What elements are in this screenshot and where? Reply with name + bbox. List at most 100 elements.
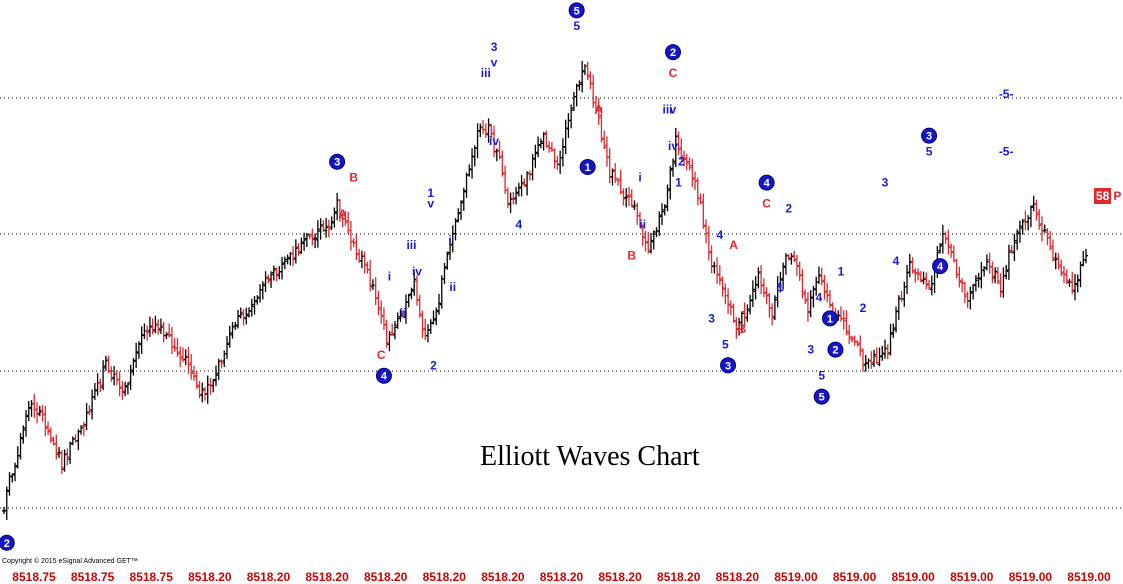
price-bar (134, 342, 139, 369)
price-bar (467, 164, 472, 177)
price-bar (277, 266, 282, 280)
price-bar (775, 276, 780, 308)
price-bar (453, 218, 458, 241)
price-bar (858, 335, 863, 357)
price-bar (927, 279, 932, 290)
x-tick-label: 8518.20 (247, 570, 291, 584)
price-bar (976, 272, 981, 288)
wave-circle-text: 2 (670, 47, 676, 59)
x-tick-label: 8519.00 (774, 570, 818, 584)
price-bar (101, 360, 106, 391)
price-bar (753, 276, 758, 300)
wave-label: iii (406, 238, 416, 252)
price-bar (147, 316, 152, 337)
price-bar (98, 378, 103, 393)
price-bar (560, 138, 565, 167)
price-bar (748, 294, 753, 315)
price-bar (13, 462, 18, 482)
wave-label: v (491, 56, 498, 70)
price-bar (167, 323, 172, 338)
price-bar (668, 165, 673, 200)
price-bar (637, 211, 642, 228)
price-bar (538, 138, 543, 149)
price-bar (957, 266, 962, 288)
price-bar (172, 337, 177, 352)
price-bar (995, 266, 1000, 285)
price-bar (401, 310, 406, 319)
price-bar (180, 347, 185, 363)
wave-label: 3 (708, 311, 715, 325)
price-bar (902, 281, 907, 307)
price-bar (414, 275, 419, 306)
price-bar (544, 130, 549, 148)
x-tick-label: 8518.20 (598, 570, 642, 584)
price-bar (547, 141, 552, 153)
wave-label: 4 (893, 254, 900, 268)
wave-circle-text: 2 (4, 538, 10, 550)
price-bar (613, 163, 618, 184)
price-bar (643, 230, 648, 252)
price-bar (726, 288, 731, 314)
price-bar (409, 287, 414, 300)
price-bar (233, 321, 238, 330)
price-bar (131, 357, 136, 376)
price-bar (910, 257, 915, 274)
price-bar (571, 91, 576, 111)
price-bar (838, 306, 843, 322)
price-bar (946, 229, 951, 255)
price-bar (712, 261, 717, 274)
price-bar (816, 266, 821, 285)
price-bar (103, 355, 108, 371)
price-bar (888, 323, 893, 356)
price-bar (863, 354, 868, 372)
price-bar (660, 203, 665, 225)
wave-label: 2 (430, 358, 437, 372)
price-bar (984, 254, 989, 271)
wave-label: 1 (427, 186, 434, 200)
price-bar (924, 272, 929, 290)
x-tick-label: 8519.00 (891, 570, 935, 584)
x-tick-label: 8518.20 (540, 570, 584, 584)
price-bar (464, 172, 469, 198)
price-bar (291, 246, 296, 267)
price-bar (1072, 274, 1077, 301)
wave-label: 4 (516, 217, 523, 231)
wave-label: ii (449, 280, 456, 294)
price-bar (310, 228, 315, 246)
price-bar (1020, 218, 1025, 235)
price-bar (580, 61, 585, 93)
price-bar (302, 232, 307, 251)
price-bar (569, 104, 574, 129)
wave-label: C (762, 196, 771, 210)
wave-label: 5 (818, 369, 825, 383)
price-bar (709, 245, 714, 274)
x-tick-label: 8518.20 (657, 570, 701, 584)
price-bar (315, 220, 320, 248)
price-bar (354, 234, 359, 261)
x-tick-label: 8519.00 (833, 570, 877, 584)
price-bar (456, 208, 461, 223)
price-bar (596, 98, 601, 125)
price-bar (841, 310, 846, 330)
price-bar (657, 211, 662, 236)
price-bar (175, 338, 180, 357)
price-bar (161, 321, 166, 343)
wave-circle-text: 2 (832, 345, 838, 357)
wave-label: iii (481, 66, 491, 80)
price-bar (387, 330, 392, 352)
price-bar (156, 319, 161, 335)
copyright-text: Copyright © 2015 eSignal Advanced GET™ (2, 558, 138, 565)
price-bar (384, 319, 389, 348)
price-bar (274, 267, 279, 282)
wave-label: 4 (816, 290, 823, 304)
price-bar (76, 429, 81, 451)
price-bar (431, 310, 436, 325)
price-bar (885, 344, 890, 360)
price-bar (417, 294, 422, 318)
price-tag: 58 P (1094, 188, 1121, 204)
price-bar (1053, 252, 1058, 270)
wave-circle-label: 4 (932, 258, 949, 275)
wave-label: C (669, 66, 678, 80)
price-bar (158, 318, 163, 334)
price-bar (1037, 209, 1042, 230)
